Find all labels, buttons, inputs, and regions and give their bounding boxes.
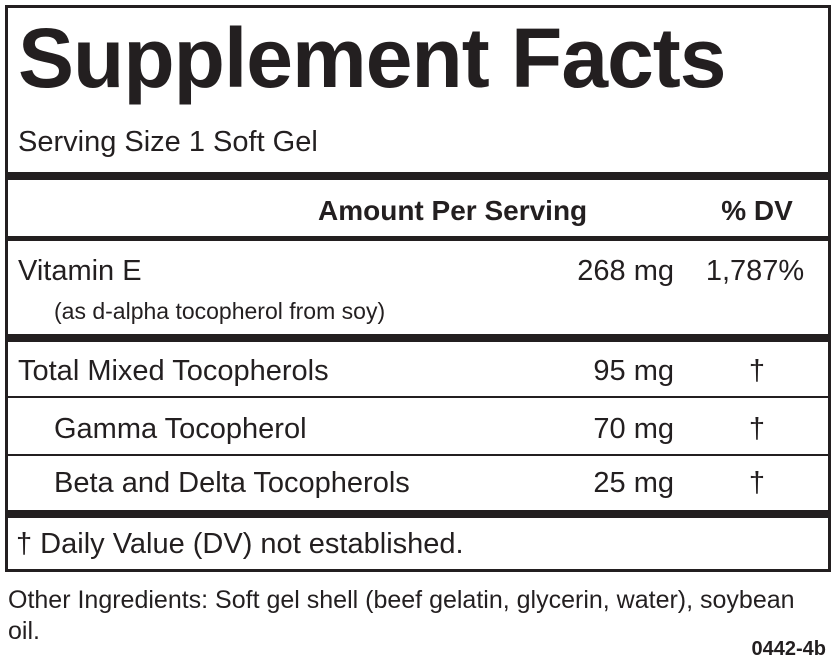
nutrient-name: Beta and Delta Tocopherols xyxy=(54,467,410,499)
nutrient-note: (as d-alpha tocopherol from soy) xyxy=(54,298,386,324)
divider xyxy=(8,510,828,518)
serving-size: Serving Size 1 Soft Gel xyxy=(18,126,318,158)
divider xyxy=(8,334,828,342)
nutrient-amount: 70 mg xyxy=(593,413,674,445)
nutrient-dv: † xyxy=(748,355,766,387)
other-ingredients: Other Ingredients: Soft gel shell (beef … xyxy=(8,586,795,645)
nutrient-dv: 1,787% xyxy=(705,255,805,287)
nutrient-amount: 268 mg xyxy=(577,255,674,287)
facts-box xyxy=(5,5,831,572)
nutrient-amount: 95 mg xyxy=(593,355,674,387)
divider xyxy=(8,396,828,398)
divider xyxy=(8,172,828,180)
nutrient-name: Gamma Tocopherol xyxy=(54,413,307,445)
nutrient-dv: † xyxy=(748,413,766,445)
divider xyxy=(8,454,828,456)
footnote: † Daily Value (DV) not established. xyxy=(16,528,464,560)
nutrient-dv: † xyxy=(748,467,766,499)
title: Supplement Facts xyxy=(18,11,726,105)
nutrient-name: Total Mixed Tocopherols xyxy=(18,355,329,387)
header-dv: % DV xyxy=(721,195,793,226)
divider xyxy=(8,236,828,241)
header-amount: Amount Per Serving xyxy=(318,195,588,226)
nutrient-amount: 25 mg xyxy=(593,467,674,499)
product-code: 0442-4b xyxy=(751,638,827,660)
nutrient-name: Vitamin E xyxy=(18,255,142,287)
